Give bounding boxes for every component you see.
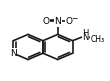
Text: O: O [42,17,49,26]
Text: N: N [54,17,61,26]
Text: N: N [82,33,88,42]
Text: O: O [65,17,72,26]
Text: H: H [82,29,88,38]
Text: N: N [10,49,17,58]
Text: CH₃: CH₃ [90,35,104,44]
Text: −: − [72,14,78,23]
